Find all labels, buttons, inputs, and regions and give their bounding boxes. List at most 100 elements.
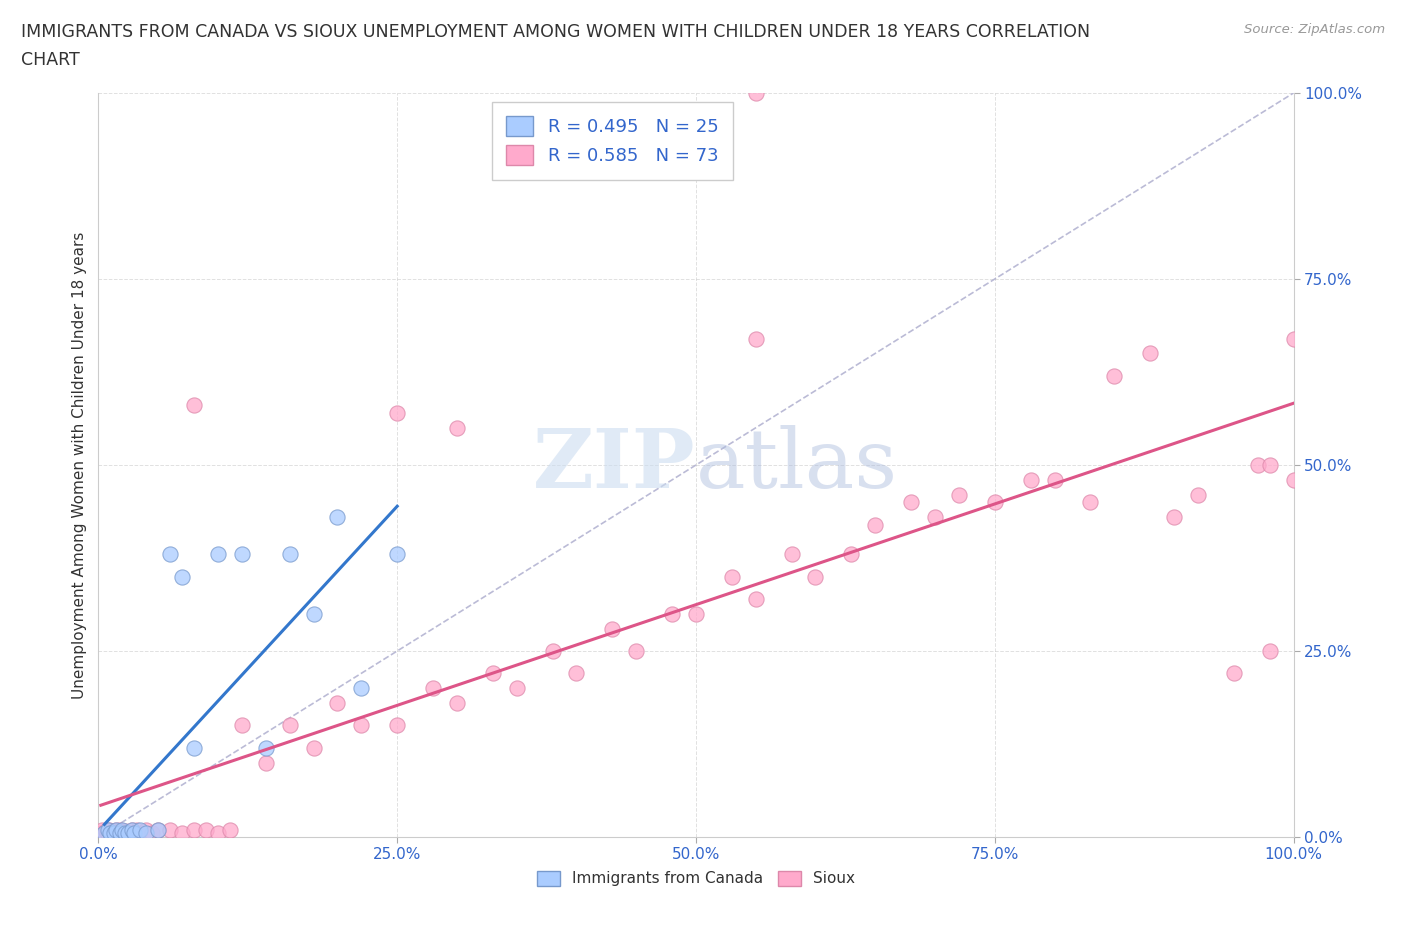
Point <box>385 547 409 562</box>
Point <box>114 824 136 839</box>
Point <box>1019 472 1042 487</box>
Point <box>1258 458 1281 472</box>
Point <box>105 822 128 837</box>
Point <box>207 547 229 562</box>
Point <box>124 826 146 841</box>
Point <box>924 510 946 525</box>
Point <box>108 826 131 841</box>
Point <box>117 826 139 841</box>
Point <box>111 826 134 841</box>
Point <box>385 405 409 420</box>
Point <box>1139 346 1161 361</box>
Point <box>93 826 115 841</box>
Point <box>231 718 253 733</box>
Point <box>626 644 648 658</box>
Point <box>1104 368 1126 383</box>
Point <box>135 826 157 841</box>
Point <box>135 822 157 837</box>
Point <box>159 822 181 837</box>
Point <box>90 826 112 841</box>
Point <box>121 822 143 837</box>
Point <box>1282 331 1305 346</box>
Point <box>111 822 134 837</box>
Point <box>101 824 124 839</box>
Point <box>1223 666 1246 681</box>
Point <box>148 822 170 837</box>
Point <box>98 822 121 837</box>
Point <box>97 826 120 841</box>
Point <box>326 510 349 525</box>
Point <box>350 681 373 696</box>
Point <box>97 822 120 837</box>
Point <box>254 755 277 770</box>
Point <box>219 822 242 837</box>
Point <box>195 822 218 837</box>
Point <box>148 822 170 837</box>
Point <box>350 718 373 733</box>
Point <box>278 718 301 733</box>
Point <box>91 822 114 837</box>
Point <box>108 822 131 837</box>
Point <box>93 826 115 841</box>
Point <box>948 487 970 502</box>
Point <box>481 666 505 681</box>
Point <box>231 547 253 562</box>
Point <box>1043 472 1066 487</box>
Point <box>446 696 468 711</box>
Point <box>103 826 125 841</box>
Point <box>159 547 181 562</box>
Point <box>302 740 325 755</box>
Text: IMMIGRANTS FROM CANADA VS SIOUX UNEMPLOYMENT AMONG WOMEN WITH CHILDREN UNDER 18 : IMMIGRANTS FROM CANADA VS SIOUX UNEMPLOY… <box>21 23 1090 41</box>
Point <box>94 824 117 839</box>
Point <box>98 826 122 841</box>
Point <box>984 495 1007 510</box>
Point <box>107 826 129 841</box>
Legend: Immigrants from Canada, Sioux: Immigrants from Canada, Sioux <box>530 864 862 893</box>
Point <box>745 331 768 346</box>
Point <box>302 606 325 621</box>
Point <box>661 606 683 621</box>
Point <box>103 826 125 841</box>
Point <box>183 740 205 755</box>
Text: CHART: CHART <box>21 51 80 69</box>
Point <box>278 547 301 562</box>
Point <box>254 740 277 755</box>
Point <box>602 621 624 636</box>
Point <box>172 569 194 584</box>
Point <box>900 495 922 510</box>
Point <box>125 822 148 837</box>
Point <box>865 517 887 532</box>
Point <box>98 826 122 841</box>
Text: atlas: atlas <box>696 425 898 505</box>
Point <box>541 644 564 658</box>
Text: ZIP: ZIP <box>533 425 696 505</box>
Point <box>1247 458 1270 472</box>
Point <box>207 826 229 841</box>
Point <box>745 591 768 606</box>
Point <box>114 826 136 841</box>
Point <box>129 826 152 841</box>
Point <box>1163 510 1185 525</box>
Point <box>1282 472 1305 487</box>
Point <box>780 547 803 562</box>
Point <box>121 822 143 837</box>
Point <box>506 681 529 696</box>
Point <box>841 547 863 562</box>
Point <box>105 822 128 837</box>
Text: Source: ZipAtlas.com: Source: ZipAtlas.com <box>1244 23 1385 36</box>
Point <box>326 696 349 711</box>
Point <box>141 826 163 841</box>
Point <box>745 86 768 100</box>
Point <box>804 569 827 584</box>
Point <box>1080 495 1102 510</box>
Y-axis label: Unemployment Among Women with Children Under 18 years: Unemployment Among Women with Children U… <box>72 232 87 698</box>
Point <box>721 569 744 584</box>
Point <box>1187 487 1209 502</box>
Point <box>1258 644 1281 658</box>
Point <box>385 718 409 733</box>
Point <box>124 826 146 841</box>
Point <box>446 420 468 435</box>
Point <box>183 398 205 413</box>
Point <box>183 822 205 837</box>
Point <box>129 822 152 837</box>
